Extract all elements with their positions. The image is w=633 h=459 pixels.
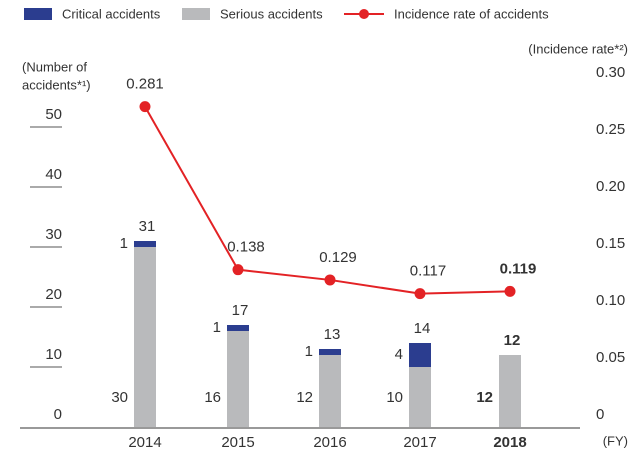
total-label: 17: [232, 302, 249, 319]
bar-segment: [134, 247, 156, 427]
bar-segment: [499, 355, 521, 427]
total-label: 12: [504, 332, 521, 349]
y-tick-label: 50: [45, 106, 62, 123]
value-label: 10: [386, 389, 403, 406]
legend-label: Critical accidents: [62, 6, 161, 21]
bar-segment: [227, 325, 249, 331]
value-label: 30: [111, 389, 128, 406]
total-label: 14: [414, 320, 431, 337]
line-marker: [414, 288, 426, 300]
y2-tick-label: 0.05: [596, 349, 625, 366]
y2-axis-label: (Incidence rate*²): [528, 41, 628, 56]
x-tick-label: 2014: [128, 434, 161, 451]
y2-tick-label: 0.30: [596, 64, 625, 81]
line-value-label: 0.129: [319, 249, 357, 266]
y2-tick-label: 0.25: [596, 121, 625, 138]
bar-segment: [134, 241, 156, 247]
y2-tick-label: 0.20: [596, 178, 625, 195]
value-label: 16: [204, 389, 221, 406]
legend-label: Serious accidents: [220, 6, 323, 21]
line-marker: [232, 264, 244, 276]
y-axis-label: accidents*¹): [22, 77, 91, 92]
bar-segment: [319, 349, 341, 355]
value-label: 4: [395, 346, 403, 363]
value-label: 1: [120, 235, 128, 252]
y2-tick-label: 0: [596, 406, 604, 423]
y-tick-label: 30: [45, 226, 62, 243]
x-tick-label: 2018: [493, 434, 526, 451]
legend-swatch: [182, 8, 210, 20]
line-marker: [139, 101, 151, 113]
value-label: 12: [296, 389, 313, 406]
y-axis-label: (Number of: [22, 59, 87, 74]
bar-segment: [409, 367, 431, 427]
legend-label: Incidence rate of accidents: [394, 6, 549, 21]
line-value-label: 0.117: [410, 263, 446, 280]
line-marker: [324, 274, 336, 286]
value-label: 1: [213, 319, 221, 336]
bar-segment: [409, 343, 431, 367]
y-tick-label: 0: [54, 406, 62, 423]
y2-tick-label: 0.10: [596, 292, 625, 309]
total-label: 31: [139, 218, 156, 235]
y-tick-label: 20: [45, 286, 62, 303]
y-tick-label: 40: [45, 166, 62, 183]
y-tick-label: 10: [45, 346, 62, 363]
bar-segment: [319, 355, 341, 427]
bar-segment: [227, 331, 249, 427]
x-tick-label: 2016: [313, 434, 346, 451]
x-tick-label: 2017: [403, 434, 436, 451]
legend-marker: [359, 9, 369, 19]
legend-swatch: [24, 8, 52, 20]
x-axis-label: (FY): [603, 433, 628, 448]
x-tick-label: 2015: [221, 434, 254, 451]
value-label: 1: [305, 343, 313, 360]
value-label: 12: [476, 389, 493, 406]
line-value-label: 0.281: [126, 76, 164, 93]
y2-tick-label: 0.15: [596, 235, 625, 252]
line-marker: [504, 285, 516, 297]
line-value-label: 0.138: [227, 239, 265, 256]
line-value-label: 0.119: [500, 260, 537, 277]
total-label: 13: [324, 326, 341, 343]
